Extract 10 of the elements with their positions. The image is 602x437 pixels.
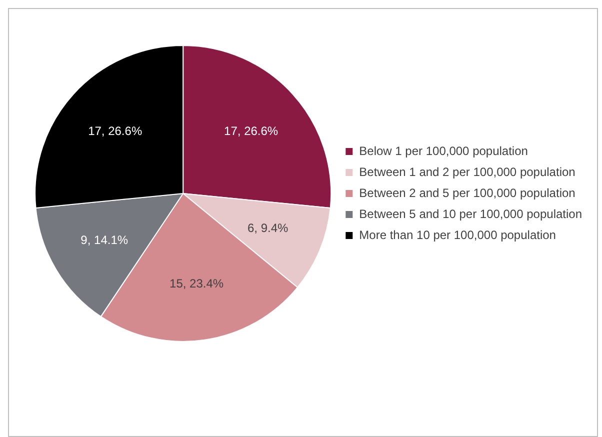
legend-label: Between 2 and 5 per 100,000 population bbox=[359, 186, 576, 200]
legend-label: Between 5 and 10 per 100,000 population bbox=[359, 206, 582, 221]
legend-label: More than 10 per 100,000 population bbox=[359, 228, 556, 242]
data-label: 9, 14.1% bbox=[80, 232, 128, 247]
data-label: 6, 9.4% bbox=[248, 220, 289, 235]
data-label: 17, 26.6% bbox=[224, 124, 278, 138]
legend-label: Below 1 per 100,000 population bbox=[359, 144, 528, 158]
legend-label: Between 1 and 2 per 100,000 population bbox=[359, 164, 576, 179]
data-label: 17, 26.6% bbox=[88, 124, 142, 138]
data-label: 15, 23.4% bbox=[170, 276, 224, 291]
